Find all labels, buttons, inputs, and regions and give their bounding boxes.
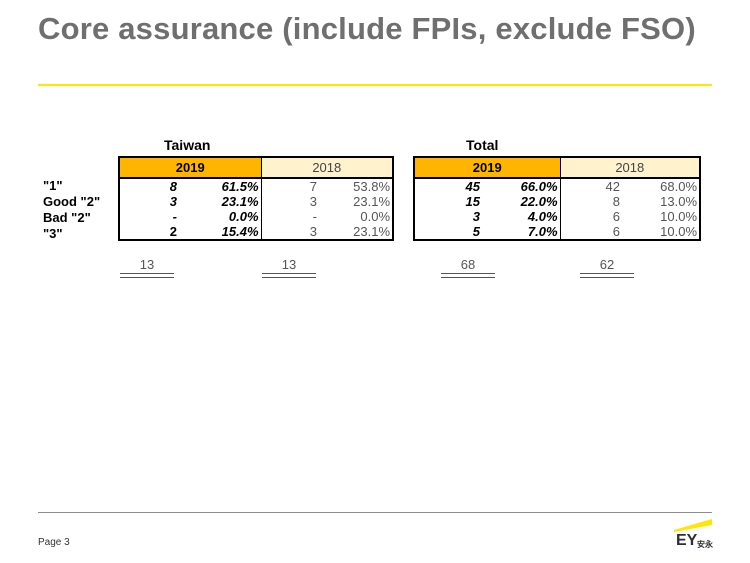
- year-prior-header: 2018: [560, 156, 702, 179]
- count-prior: 6: [560, 224, 623, 241]
- table-row: 3 4.0% 6 10.0%: [413, 209, 702, 224]
- ey-logo-icon: [674, 519, 712, 532]
- table-total: 2019 2018 45 66.0% 42 68.0% 15 22.0% 8 1…: [412, 156, 702, 241]
- ey-logo-beam: [674, 519, 712, 532]
- group-title-total: Total: [466, 137, 499, 153]
- pct-current: 66.0%: [482, 178, 561, 194]
- table-header-row: 2019 2018: [412, 156, 702, 179]
- pct-prior: 23.1%: [319, 194, 395, 209]
- count-current: -: [118, 209, 179, 224]
- count-prior: 8: [612, 194, 621, 209]
- double-underline: [441, 273, 495, 278]
- pct-current: 0.0%: [179, 209, 262, 224]
- pct-current: 7.0%: [482, 224, 561, 241]
- count-current: 3: [118, 194, 179, 209]
- pct-prior: 10.0%: [622, 224, 702, 241]
- pct-prior: 53.8%: [319, 178, 395, 194]
- double-underline: [580, 273, 634, 278]
- pct-current: 4.0%: [482, 209, 561, 224]
- title-underline: [38, 84, 712, 86]
- count-current: 3: [413, 209, 482, 224]
- double-underline: [120, 273, 174, 278]
- count-current: 2: [118, 224, 179, 241]
- row-labels: "1" Good "2" Bad "2" "3": [43, 178, 123, 242]
- count-prior: 7: [309, 179, 318, 194]
- total-current-total: 68: [441, 257, 495, 278]
- pct-current: 23.1%: [179, 194, 262, 209]
- table-row: - 0.0% - 0.0%: [118, 209, 395, 224]
- pct-prior: 68.0%: [622, 178, 702, 194]
- count-prior: 6: [612, 209, 621, 224]
- total-prior-total: 62: [580, 257, 634, 278]
- total-value: 13: [139, 257, 155, 272]
- total-prior-taiwan: 13: [262, 257, 316, 278]
- year-current-header: 2019: [412, 156, 561, 179]
- total-current-taiwan: 13: [120, 257, 174, 278]
- table-row: 8 61.5% 7 53.8%: [118, 178, 395, 194]
- year-prior-header: 2018: [261, 156, 395, 179]
- table-row: 15 22.0% 8 13.0%: [413, 194, 702, 209]
- logo-text: EY: [676, 532, 698, 549]
- row-label: Good "2": [43, 194, 101, 209]
- table-header-row: 2019 2018: [117, 156, 395, 179]
- pct-current: 22.0%: [482, 194, 561, 209]
- count-prior: -: [312, 209, 318, 224]
- pct-prior: 23.1%: [319, 224, 395, 241]
- logo-subtext: 安永: [697, 540, 713, 549]
- footer-divider: [38, 512, 712, 513]
- table-row: 3 23.1% 3 23.1%: [118, 194, 395, 209]
- double-underline: [262, 273, 316, 278]
- row-label: Bad "2": [43, 210, 91, 225]
- table-row: 5 7.0% 6 10.0%: [413, 224, 702, 241]
- total-value: 68: [460, 257, 476, 272]
- pct-prior: 13.0%: [622, 194, 702, 209]
- count-current: 8: [118, 178, 179, 194]
- year-current-header: 2019: [117, 156, 262, 179]
- count-prior: 3: [261, 224, 320, 241]
- count-prior: 42: [605, 179, 621, 194]
- table-taiwan: 2019 2018 8 61.5% 7 53.8% 3 23.1% 3 23.1…: [117, 156, 395, 241]
- slide-title: Core assurance (include FPIs, exclude FS…: [38, 11, 696, 46]
- pct-current: 61.5%: [179, 178, 262, 194]
- count-prior: 3: [309, 194, 318, 209]
- table-row: 2 15.4% 3 23.1%: [118, 224, 395, 241]
- count-current: 5: [413, 224, 482, 241]
- row-label: "3": [43, 226, 63, 241]
- page-number: Page 3: [38, 537, 70, 548]
- count-current: 15: [413, 194, 482, 209]
- total-value: 13: [281, 257, 297, 272]
- count-current: 45: [413, 178, 482, 194]
- pct-current: 15.4%: [179, 224, 262, 241]
- total-value: 62: [599, 257, 615, 272]
- table-row: 45 66.0% 42 68.0%: [413, 178, 702, 194]
- title-underline-bar: [38, 84, 712, 86]
- group-title-taiwan: Taiwan: [164, 137, 211, 153]
- row-label: "1": [43, 178, 63, 193]
- pct-prior: 10.0%: [622, 209, 702, 224]
- pct-prior: 0.0%: [319, 209, 395, 224]
